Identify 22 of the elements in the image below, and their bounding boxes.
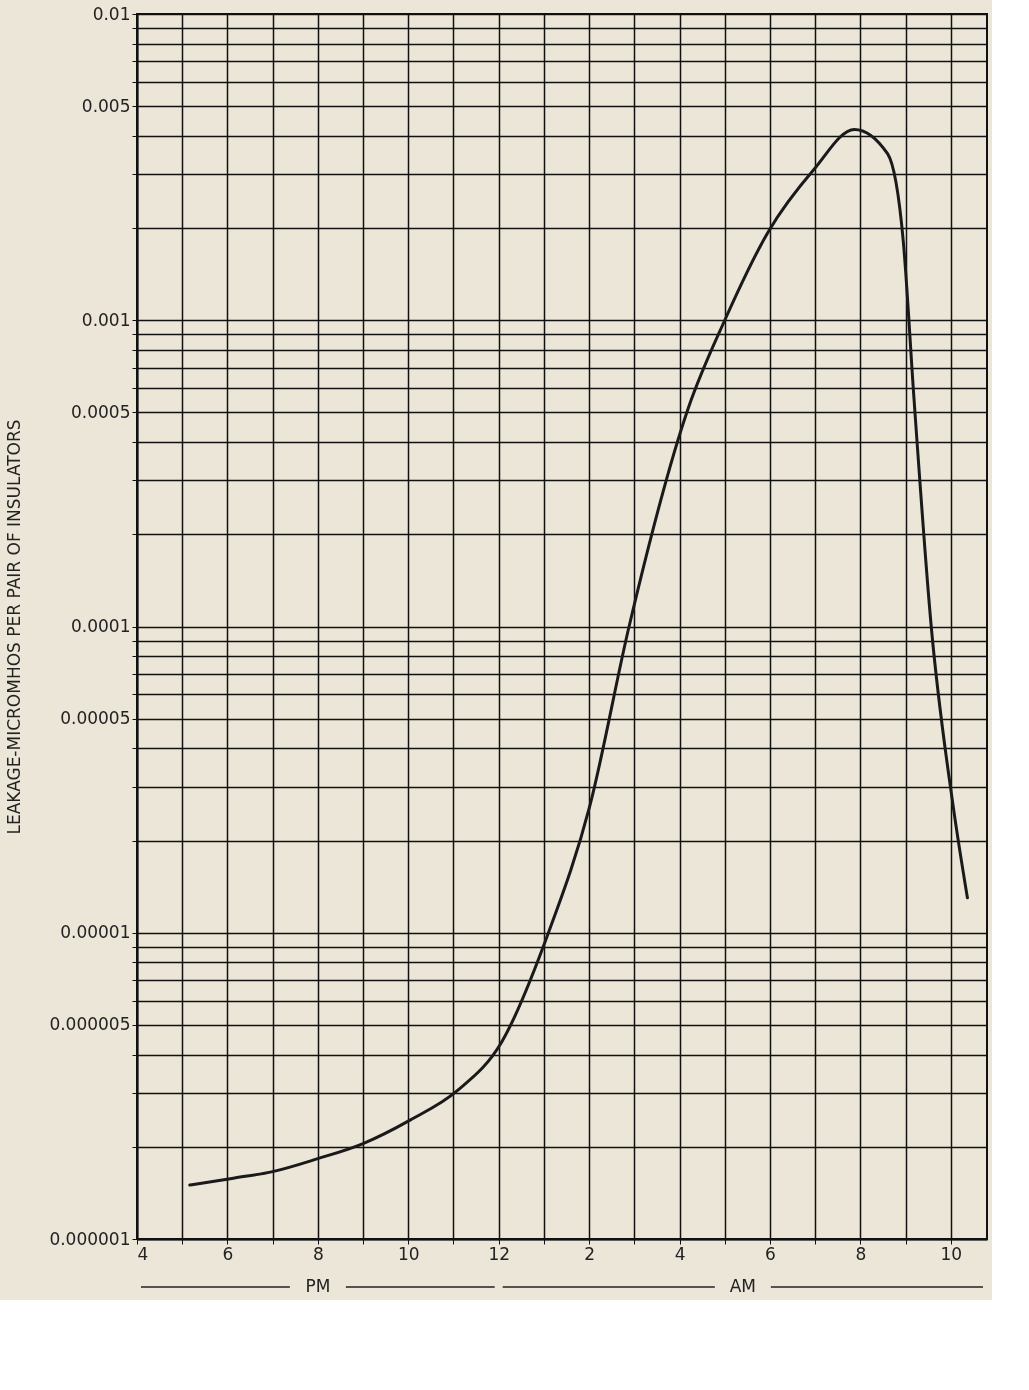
x-tick-label: 8 bbox=[312, 1243, 324, 1264]
x-tick-label: 6 bbox=[222, 1243, 234, 1264]
x-tick-label: 6 bbox=[765, 1243, 776, 1264]
y-tick-label: 0.00005 bbox=[60, 708, 131, 729]
text: PM bbox=[305, 1276, 331, 1296]
y-tick-label: 0.001 bbox=[81, 309, 131, 330]
y-tick-label: 0.00001 bbox=[60, 922, 131, 943]
y-tick-label: 0.01 bbox=[92, 3, 131, 24]
x-tick-label: 4 bbox=[137, 1243, 149, 1264]
text: AM bbox=[729, 1276, 756, 1296]
y-tick-label: 0.000005 bbox=[49, 1014, 131, 1035]
y-tick-label: 0.0001 bbox=[71, 616, 131, 636]
x-tick-label: 12 bbox=[488, 1243, 511, 1264]
y-axis-title: LEAKAGE-MICROMHOS PER PAIR OF INSULATORS bbox=[4, 419, 25, 835]
x-tick-label: 4 bbox=[674, 1243, 686, 1264]
x-tick-label: 10 bbox=[397, 1243, 420, 1264]
y-tick-label: 0.000001 bbox=[49, 1228, 131, 1249]
y-tick-label: 0.005 bbox=[81, 95, 131, 116]
x-tick-label: 2 bbox=[584, 1243, 596, 1264]
y-tick-label: 0.0005 bbox=[71, 401, 131, 422]
x-tick-label: 8 bbox=[855, 1243, 867, 1264]
x-tick-label: 10 bbox=[940, 1243, 963, 1264]
